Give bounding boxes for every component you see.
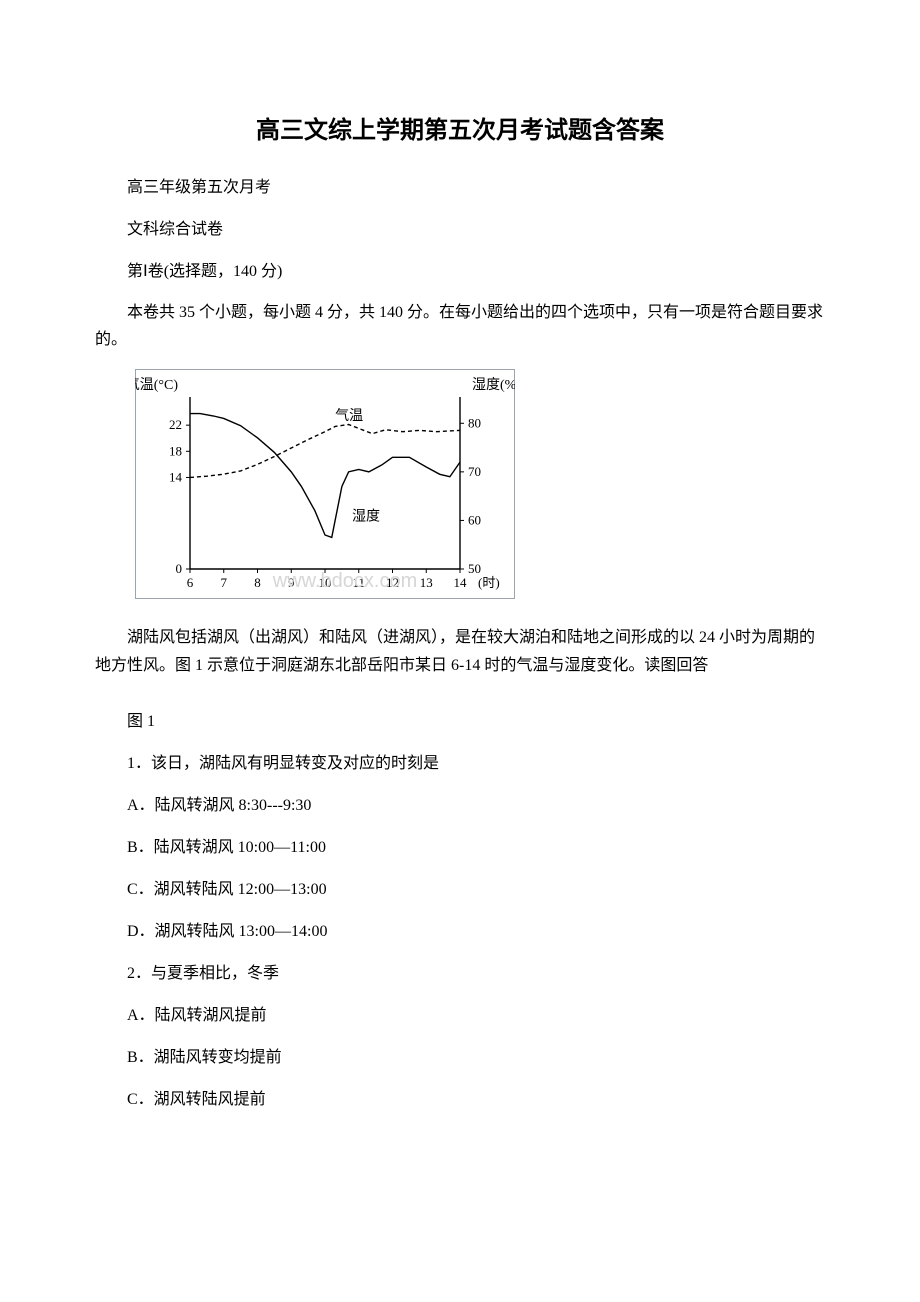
option-1c: C．湖风转陆风 12:00—13:00 — [95, 875, 825, 899]
page-title: 高三文综上学期第五次月考试题含答案 — [95, 110, 825, 145]
svg-text:70: 70 — [468, 464, 481, 479]
svg-text:湿度(%): 湿度(%) — [472, 377, 515, 393]
svg-text:60: 60 — [468, 513, 481, 528]
svg-text:湿度: 湿度 — [352, 509, 380, 525]
svg-text:80: 80 — [468, 416, 481, 431]
svg-text:18: 18 — [169, 444, 182, 459]
svg-text:7: 7 — [221, 575, 228, 590]
figure-label: 图 1 — [95, 707, 825, 731]
option-1b: B．陆风转湖风 10:00—11:00 — [95, 833, 825, 857]
svg-text:0: 0 — [176, 561, 183, 576]
svg-text:50: 50 — [468, 561, 481, 576]
svg-text:14: 14 — [454, 575, 468, 590]
subtitle-grade: 高三年级第五次月考 — [95, 173, 825, 197]
svg-text:www.bdocx.com: www.bdocx.com — [272, 570, 418, 592]
option-2b: B．湖陆风转变均提前 — [95, 1043, 825, 1067]
chart-container: 气温(°C)湿度(%)67891011121314(时)014182250607… — [135, 369, 825, 604]
svg-text:8: 8 — [254, 575, 261, 590]
context-paragraph: 湖陆风包括湖风（出湖风）和陆风（进湖风），是在较大湖泊和陆地之间形成的以 24 … — [95, 624, 825, 678]
svg-text:气温(°C): 气温(°C) — [135, 377, 178, 393]
subtitle-part: 第Ⅰ卷(选择题，140 分) — [95, 257, 825, 281]
svg-text:6: 6 — [187, 575, 194, 590]
svg-text:13: 13 — [420, 575, 433, 590]
question-1: 1．该日，湖陆风有明显转变及对应的时刻是 — [95, 749, 825, 773]
temperature-humidity-chart: 气温(°C)湿度(%)67891011121314(时)014182250607… — [135, 369, 515, 599]
option-1d: D．湖风转陆风 13:00—14:00 — [95, 917, 825, 941]
option-2a: A．陆风转湖风提前 — [95, 1001, 825, 1025]
option-2c: C．湖风转陆风提前 — [95, 1085, 825, 1109]
svg-text:14: 14 — [169, 470, 183, 485]
intro-paragraph: 本卷共 35 个小题，每小题 4 分，共 140 分。在每小题给出的四个选项中，… — [95, 299, 825, 353]
svg-text:气温: 气温 — [335, 408, 363, 424]
subtitle-subject: 文科综合试卷 — [95, 215, 825, 239]
question-2: 2．与夏季相比，冬季 — [95, 959, 825, 983]
svg-text:22: 22 — [169, 418, 182, 433]
option-1a: A．陆风转湖风 8:30---9:30 — [95, 791, 825, 815]
svg-text:(时): (时) — [478, 575, 500, 590]
